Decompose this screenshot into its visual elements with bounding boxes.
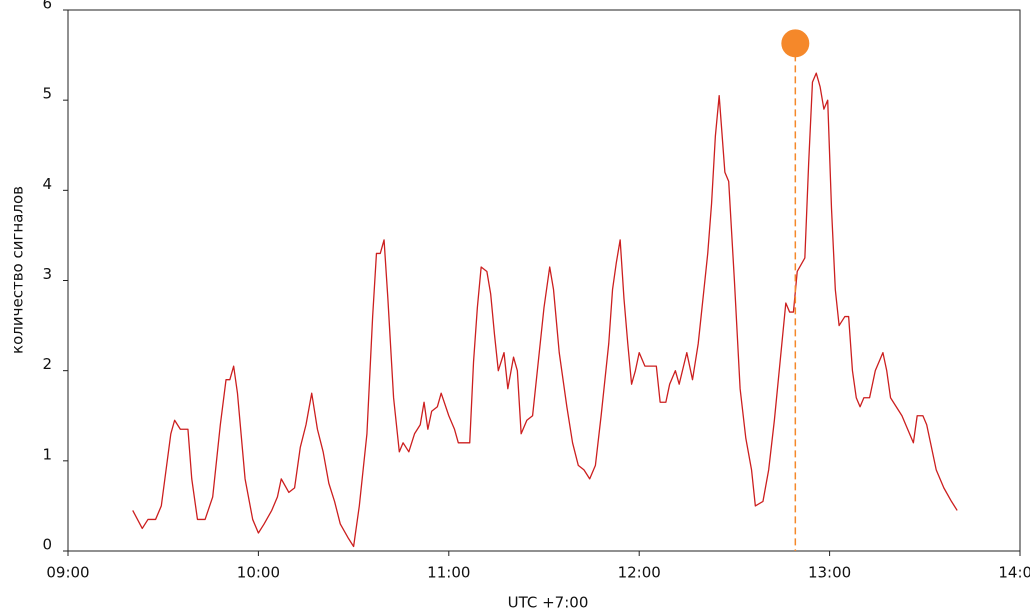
- data-line: [132, 72, 958, 548]
- y-tick-label: 3: [42, 265, 52, 283]
- x-axis-label: UTC +7:00: [508, 594, 589, 612]
- y-tick-label: 5: [42, 85, 52, 103]
- y-tick-label: 2: [42, 355, 52, 373]
- x-tick-label: 11:00: [427, 564, 470, 582]
- x-tick-label: 13:00: [808, 564, 851, 582]
- y-tick-label: 1: [42, 445, 52, 463]
- y-tick-label: 6: [42, 0, 52, 13]
- x-tick-label: 14:00: [998, 564, 1030, 582]
- x-tick-label: 10:00: [237, 564, 280, 582]
- x-tick-label: 12:00: [618, 564, 661, 582]
- y-tick-label: 4: [42, 175, 52, 193]
- plot-frame: [67, 9, 1021, 552]
- x-tick-label: 09:00: [46, 564, 89, 582]
- y-tick-label: 0: [42, 536, 52, 554]
- marker-dot: [781, 29, 810, 58]
- y-axis-label: количество сигналов: [9, 186, 27, 354]
